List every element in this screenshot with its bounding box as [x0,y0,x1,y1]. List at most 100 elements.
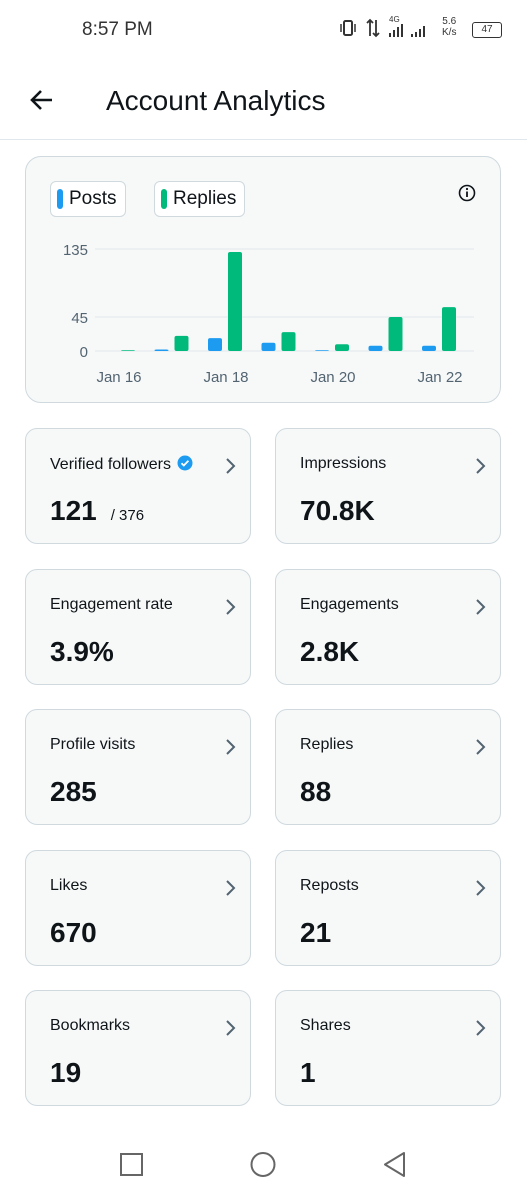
x-tick-label: Jan 18 [203,369,248,386]
stat-card[interactable]: Likes 670 [25,849,251,966]
status-speed: 5.6 K/s [442,16,456,38]
card-label-text: Replies [300,736,354,753]
card-value: 2.8K [300,636,359,668]
bar [208,338,222,351]
stat-card[interactable]: Engagement rate 3.9% [25,568,251,685]
card-value: 1 [300,1057,316,1089]
card-label-text: Verified followers [50,456,171,473]
y-tick-label: 135 [63,242,88,259]
bar [442,307,456,351]
card-value: 3.9% [50,636,114,668]
chevron [226,739,236,755]
card-value-text: 285 [50,776,97,807]
card-value: 121 / 376 [50,495,144,527]
card-value: 19 [50,1057,81,1089]
nav-bar [120,1152,405,1177]
legend-label: Replies [173,188,237,209]
back-nav-button[interactable] [384,1152,405,1177]
card-label: Reposts [300,877,359,895]
stat-card[interactable]: Bookmarks 19 [25,990,251,1106]
card-value-text: 1 [300,1057,316,1088]
card-label-text: Engagement rate [50,595,173,613]
legend-replies[interactable]: Replies [154,181,246,217]
card-value-text: 670 [50,916,97,948]
chevron [476,458,486,474]
x-tick-label: Jan 16 [96,369,141,386]
bar [335,344,349,351]
card-label-text: Bookmarks [50,1017,131,1034]
home-button[interactable] [250,1152,276,1177]
bar [388,317,403,351]
card-label: Replies [300,736,353,754]
divider [0,139,527,140]
status-icons [340,18,380,38]
card-value: 670 [50,917,97,949]
bar [422,345,436,351]
card-value-text: 3.9% [50,635,114,667]
card-label-text: Engagements [300,595,399,613]
bar [121,350,135,351]
signal-icons [389,24,425,37]
y-tick-label: 45 [71,310,88,327]
card-label-text: Impressions [300,455,387,472]
chevron [476,1020,486,1036]
chart: 0 45 135 Jan 16 Jan 18 Jan 20 Jan 22 [63,242,474,386]
card-value-text: 70.8K [300,495,375,526]
card-value: 70.8K [300,495,375,527]
card-value-text: 21 [300,916,332,948]
card-label: Likes [50,877,87,895]
recents-button[interactable] [120,1153,143,1176]
status-time: 8:57 PM [82,19,153,40]
stat-card[interactable]: Engagements 2.8K [275,568,501,685]
bar [174,335,189,351]
stat-card[interactable]: Verified followers 121 / 376 [25,428,251,544]
bar [315,350,329,351]
card-label: Verified followers [50,455,193,474]
card-value: 21 [300,917,331,949]
chevron [226,1020,236,1036]
verified-badge [177,455,193,471]
legend-posts[interactable]: Posts [50,181,126,217]
chevron [476,739,486,755]
back-button[interactable] [28,86,56,114]
chevron [476,598,486,615]
card-label: Profile visits [50,736,135,754]
card-value-text: 2.8K [300,635,360,667]
status-network: 4G [389,15,400,24]
speed-value: 5.6 [442,16,457,27]
stat-card[interactable]: Profile visits 285 [25,709,251,825]
stat-card[interactable]: Reposts 21 [275,849,501,966]
speed-unit: K/s [442,27,457,38]
bar [281,332,296,351]
stat-card[interactable]: Impressions 70.8K [275,428,501,544]
card-value: 88 [300,776,331,808]
card-value: 285 [50,776,97,808]
battery: 47 [472,22,502,38]
chevron [226,598,236,615]
card-label: Engagements [300,596,399,614]
card-label-text: Reposts [300,876,359,894]
legend-label: Posts [69,188,117,209]
legend-swatch [161,189,167,209]
card-label: Impressions [300,455,386,473]
chevron [226,458,236,474]
info-icon[interactable] [457,183,477,203]
bar [154,349,169,351]
card-label-text: Likes [50,876,88,894]
card-label-text: Shares [300,1017,351,1034]
legend-swatch [57,189,63,209]
card-total: / 376 [110,507,145,524]
card-value-text: 88 [300,776,332,807]
card-label: Engagement rate [50,596,173,614]
chevron [226,879,236,896]
page-title: Account Analytics [106,85,326,116]
stat-card[interactable]: Replies 88 [275,709,501,825]
card-value-text: 19 [50,1057,82,1088]
stat-card[interactable]: Shares 1 [275,990,501,1106]
bar [261,342,276,351]
x-tick-label: Jan 22 [417,369,462,386]
chevron [476,879,486,896]
card-value-text: 121 [50,495,97,526]
bar [368,345,383,351]
